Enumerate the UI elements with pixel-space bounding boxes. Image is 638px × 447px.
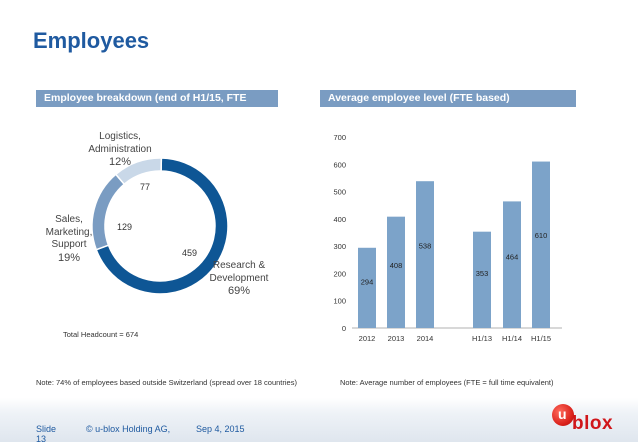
- segment-value-logistics: 77: [140, 182, 151, 192]
- y-tick-label: 500: [333, 188, 346, 197]
- logo-circle-icon: [552, 404, 574, 426]
- bar-data-label: 408: [390, 261, 403, 270]
- ublox-logo: u blox: [552, 404, 614, 434]
- segment-value-sales: 129: [117, 222, 133, 232]
- y-tick-label: 0: [342, 324, 346, 333]
- segment-percent-rd: 69%: [227, 285, 251, 297]
- x-tick-label: H1/14: [502, 334, 522, 343]
- slide-number: Slide 13: [36, 424, 57, 444]
- bar-2012: [358, 247, 376, 328]
- y-tick-label: 100: [333, 297, 346, 306]
- segment-label-logistics-line2: Administration: [88, 143, 152, 155]
- segment-label-rd-line1: Research &: [212, 260, 266, 271]
- bar-h1-15: [532, 161, 550, 328]
- segment-label-rd-line2: Development: [209, 272, 269, 284]
- y-tick-label: 700: [333, 133, 346, 142]
- segment-label-sales: Sales, Marketing, Support 19%: [38, 214, 100, 264]
- y-tick-label: 400: [333, 215, 346, 224]
- segment-label-logistics-line1: Logistics,: [99, 131, 141, 142]
- segment-label-sales-line3: Support: [51, 239, 87, 250]
- right-note: Note: Average number of employees (FTE =…: [340, 378, 554, 387]
- x-tick-label: 2012: [359, 334, 376, 343]
- bar-data-label: 610: [535, 231, 548, 240]
- segment-label-sales-line2: Marketing,: [45, 226, 93, 238]
- page-title: Employees: [33, 28, 150, 53]
- segment-label-rd: Research & Development 69%: [203, 260, 275, 298]
- bar-h1-13: [473, 231, 491, 328]
- bar-data-label: 353: [476, 269, 489, 278]
- y-tick-label: 300: [333, 242, 346, 251]
- segment-label-logistics: Logistics, Administration 12%: [76, 131, 164, 169]
- x-tick-label: 2014: [417, 334, 434, 343]
- copyright: © u-blox Holding AG,: [86, 424, 171, 434]
- x-tick-label: H1/13: [472, 334, 492, 343]
- bar-2014: [416, 181, 434, 328]
- x-tick-label: H1/15: [531, 334, 551, 343]
- logo-u: u: [558, 406, 567, 422]
- segment-percent-logistics: 12%: [108, 156, 132, 168]
- x-tick-label: 2013: [388, 334, 405, 343]
- footer-date: Sep 4, 2015: [196, 424, 245, 434]
- segment-value-rd: 459: [182, 248, 198, 258]
- right-panel-header: Average employee level (FTE based): [320, 90, 576, 107]
- y-tick-label: 600: [333, 160, 346, 169]
- bar-2013: [387, 216, 405, 328]
- total-headcount: Total Headcount = 674: [63, 330, 139, 339]
- segment-label-sales-line1: Sales,: [55, 214, 83, 225]
- footer-band: [0, 398, 638, 442]
- left-note: Note: 74% of employees based outside Swi…: [36, 378, 297, 387]
- segment-percent-sales: 19%: [57, 251, 81, 264]
- bar-data-label: 464: [506, 253, 519, 262]
- bar-h1-14: [503, 201, 521, 328]
- y-tick-label: 200: [333, 269, 346, 278]
- bar-data-label: 538: [419, 242, 432, 251]
- logo-text: blox: [572, 413, 614, 434]
- left-panel-header: Employee breakdown (end of H1/15, FTE ba…: [36, 90, 278, 121]
- bar-data-label: 294: [361, 278, 374, 287]
